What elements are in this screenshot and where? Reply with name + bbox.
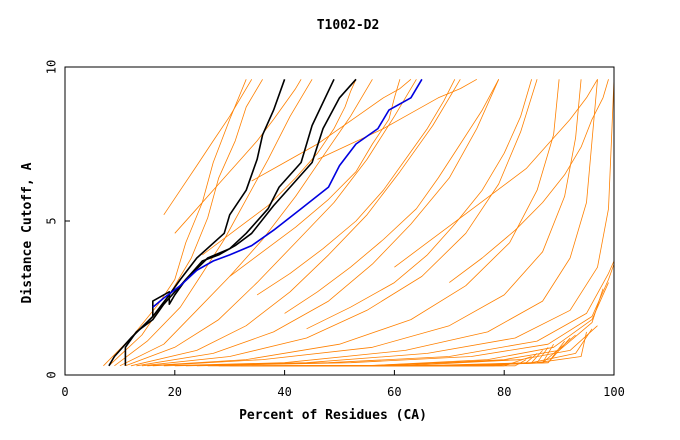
x-tick-label: 20 [168,385,182,399]
series-line-model-orange-6 [130,79,461,367]
series-line-model-orange-34 [202,79,357,256]
series-line-model-orange-40 [317,78,477,160]
series-line-model-orange-31 [306,79,532,330]
y-tick-label: 10 [45,60,59,74]
x-tick-label: 100 [603,385,625,399]
x-tick-label: 40 [277,385,291,399]
series-line-model-orange-7 [136,79,500,367]
axis-layer: 0 20 40 60 80 100 0 5 10 [45,60,625,399]
series-line-model-orange-39 [251,78,412,182]
series-line-model-orange-11 [163,79,598,367]
series-line-model-orange-32 [256,79,456,296]
y-axis-label: Distance Cutoff, A [20,162,35,303]
x-axis-label: Percent of Residues (CA) [239,408,427,423]
series-layer [103,78,615,367]
series-line-model-orange-14 [196,263,615,367]
series-line-model-orange-13 [185,260,615,367]
series-line-model-blue [152,78,423,308]
series-line-model-orange-37 [394,79,598,268]
series-line-model-orange-8 [141,79,538,367]
series-line-model-orange-12 [174,79,615,367]
series-line-model-black-3 [152,78,357,317]
series-line-model-orange-29 [361,359,521,367]
x-tick-label: 0 [61,385,68,399]
series-line-model-black-2 [124,78,335,366]
series-line-model-orange-30 [284,79,500,314]
x-tick-label: 60 [387,385,401,399]
series-line-model-orange-4 [119,79,373,367]
series-line-model-orange-10 [152,79,582,367]
series-line-model-orange-5 [125,79,417,367]
chart-title: T1002-D2 [317,18,380,33]
y-tick-label: 5 [45,217,59,224]
series-line-model-orange-1 [103,79,247,367]
series-line-model-orange-3 [114,79,313,367]
series-line-model-orange-38 [449,79,609,283]
series-line-model-orange-9 [147,79,560,367]
series-line-model-orange-36 [163,79,253,216]
series-line-model-orange-35 [174,79,302,234]
x-tick-label: 80 [497,385,511,399]
series-line-model-orange-33 [229,79,401,277]
series-line-model-orange-28 [350,359,527,367]
y-tick-label: 0 [45,371,59,378]
